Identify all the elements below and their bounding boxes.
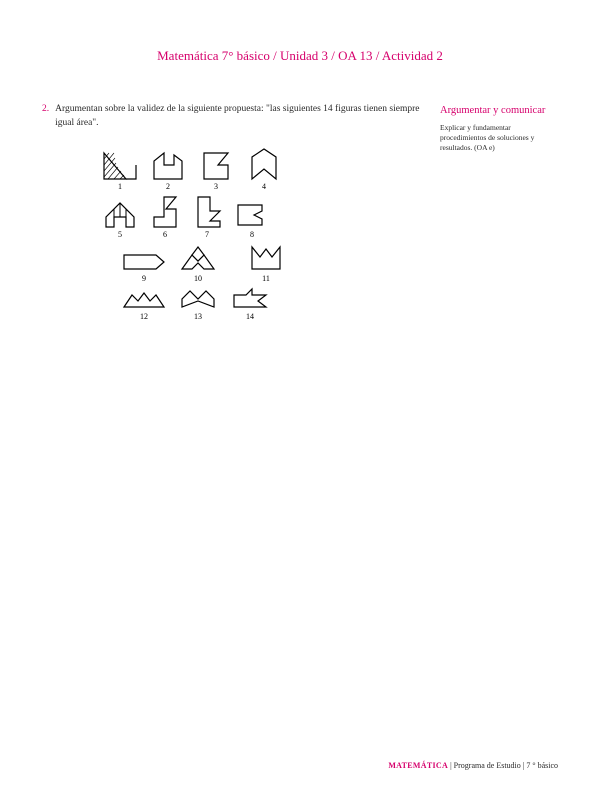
figure-cell: 4 xyxy=(246,147,282,191)
figure-11-icon xyxy=(248,243,284,273)
figure-14-icon xyxy=(230,287,270,311)
figure-label: 14 xyxy=(246,312,254,321)
question-block: 2. Argumentan sobre la validez de la sig… xyxy=(42,102,422,131)
figure-13-icon xyxy=(178,287,218,311)
figure-8-icon xyxy=(234,201,270,229)
figure-row: 9 10 11 xyxy=(122,243,422,283)
figure-label: 9 xyxy=(142,274,146,283)
figure-12-icon xyxy=(122,289,166,311)
figure-label: 2 xyxy=(166,182,170,191)
figure-cell: 8 xyxy=(234,201,270,239)
footer-brand: MATEMÁTICA xyxy=(388,761,448,770)
figure-label: 7 xyxy=(205,230,209,239)
figures-grid: 1 2 3 xyxy=(102,147,422,321)
figure-label: 5 xyxy=(118,230,122,239)
figure-label: 1 xyxy=(118,182,122,191)
figure-cell: 12 xyxy=(122,289,166,321)
figure-cell: 3 xyxy=(198,151,234,191)
figure-row: 5 6 7 xyxy=(102,195,422,239)
figure-cell: 9 xyxy=(122,251,166,283)
sidebar-body: Explicar y fundamentar procedimientos de… xyxy=(440,123,558,153)
figure-cell: 14 xyxy=(230,287,270,321)
figure-6-icon xyxy=(150,195,180,229)
figure-5-icon xyxy=(102,199,138,229)
figure-cell: 13 xyxy=(178,287,218,321)
figure-row: 12 13 14 xyxy=(122,287,422,321)
figure-label: 12 xyxy=(140,312,148,321)
figure-row: 1 2 3 xyxy=(102,147,422,191)
figure-label: 10 xyxy=(194,274,202,283)
figure-7-icon xyxy=(192,195,222,229)
figure-10-icon xyxy=(178,243,218,273)
figure-cell: 11 xyxy=(248,243,284,283)
sidebar-title: Argumentar y comunicar xyxy=(440,104,558,117)
figure-label: 3 xyxy=(214,182,218,191)
figure-label: 4 xyxy=(262,182,266,191)
figure-label: 11 xyxy=(262,274,270,283)
question-text: Argumentan sobre la validez de la siguie… xyxy=(55,102,422,131)
sidebar: Argumentar y comunicar Explicar y fundam… xyxy=(440,102,558,325)
figure-2-icon xyxy=(150,151,186,181)
figure-4-icon xyxy=(246,147,282,181)
main-column: 2. Argumentan sobre la validez de la sig… xyxy=(42,102,422,325)
figure-label: 6 xyxy=(163,230,167,239)
figure-1-icon xyxy=(102,151,138,181)
footer-rest: | Programa de Estudio | 7 ° básico xyxy=(448,761,558,770)
figure-cell: 2 xyxy=(150,151,186,191)
figure-cell: 7 xyxy=(192,195,222,239)
figure-cell: 10 xyxy=(178,243,218,283)
content-row: 2. Argumentan sobre la validez de la sig… xyxy=(42,102,558,325)
figure-label: 13 xyxy=(194,312,202,321)
question-number: 2. xyxy=(42,102,49,131)
figure-cell: 6 xyxy=(150,195,180,239)
page-title: Matemática 7° básico / Unidad 3 / OA 13 … xyxy=(42,48,558,64)
figure-label: 8 xyxy=(250,230,254,239)
figure-3-icon xyxy=(198,151,234,181)
figure-cell: 1 xyxy=(102,151,138,191)
page-footer: MATEMÁTICA | Programa de Estudio | 7 ° b… xyxy=(388,761,558,770)
figure-cell: 5 xyxy=(102,199,138,239)
figure-9-icon xyxy=(122,251,166,273)
